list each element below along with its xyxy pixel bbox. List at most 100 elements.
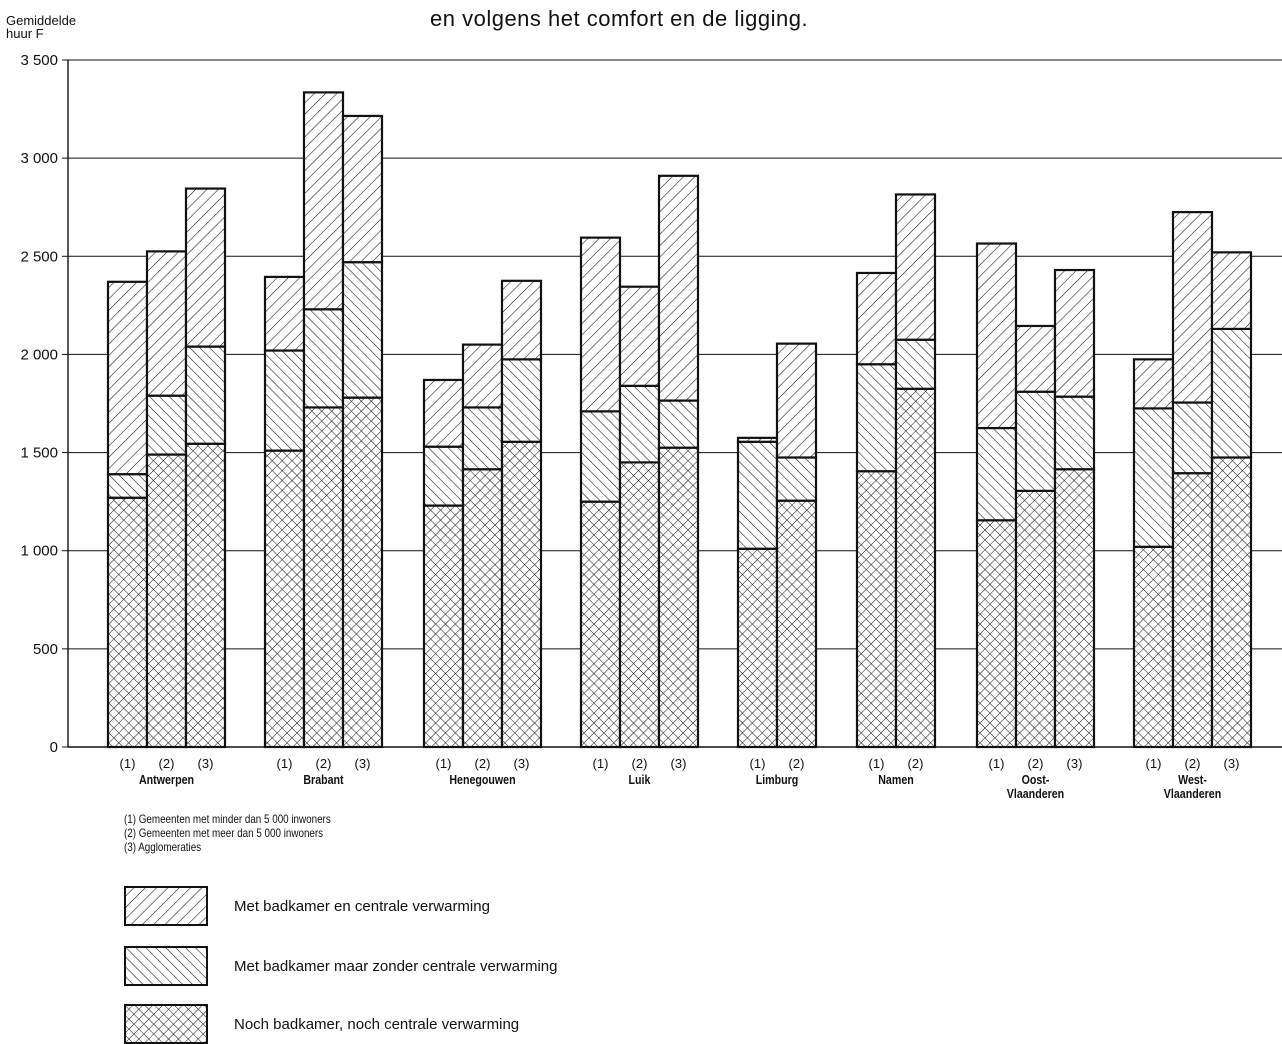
bar-label: (2) [908,756,924,771]
bar-segment-met-cv [657,174,700,402]
bar-segment-zonder-cv [184,345,227,445]
bar-segment-met-cv [736,436,779,443]
bar-segment-met-cv [579,236,622,413]
legend-label-noch: Noch badkamer, noch centrale verwarming [234,1016,520,1033]
bar-segment-met-cv [775,342,818,459]
bar-label: (2) [475,756,491,771]
footnote-1: (1) Gemeenten met minder dan 5 000 inwon… [124,812,331,826]
bar-label: (2) [316,756,332,771]
bar-label: (1) [869,756,885,771]
bar-segment-zonder-cv [775,456,818,502]
bar-label: (1) [989,756,1005,771]
bar-segment-zonder-cv [422,445,465,507]
y-tick-label: 1 500 [20,445,58,462]
bar-segment-zonder-cv [618,384,661,464]
bar-label: (1) [593,756,609,771]
bar-segment-noch [1171,472,1214,749]
bar-segment-zonder-cv [145,394,188,456]
legend-swatch-backward-hatch [124,946,208,986]
bar-segment-zonder-cv [579,410,622,503]
bar-segment-noch [975,519,1018,749]
y-tick-label: 0 [50,739,58,756]
bar-label: (2) [159,756,175,771]
y-axis-title-line-1: Gemiddelde [6,13,77,28]
bar-segment-zonder-cv [1132,407,1175,548]
bar-segment-met-cv [1014,324,1057,393]
bar-label: (1) [277,756,293,771]
bar-segment-noch [1053,468,1096,749]
bar-label: (2) [632,756,648,771]
bar-segment-met-cv [461,343,504,409]
bar-segment-noch [461,468,504,749]
footnotes: (1) Gemeenten met minder dan 5 000 inwon… [124,812,331,854]
footnote-3: (3) Agglomeraties [124,840,202,854]
bar-label: (1) [750,756,766,771]
bar-label: (1) [1146,756,1162,771]
group-label: Luik [629,772,651,787]
bar-segment-zonder-cv [341,261,384,399]
bar-segment-met-cv [1210,251,1253,331]
bar-segment-noch [1210,456,1253,749]
bar-label: (2) [1028,756,1044,771]
bar-label: (1) [436,756,452,771]
bar-label: (3) [671,756,687,771]
bar-segment-zonder-cv [106,473,149,499]
bar-segment-zonder-cv [302,308,345,409]
y-tick-label: 500 [33,641,58,658]
bar-label: (2) [789,756,805,771]
group-label: Brabant [303,772,343,787]
bar-segment-met-cv [894,193,937,341]
legend-swatch-crosshatch [124,1004,208,1044]
bar-segment-noch [657,446,700,749]
bar-segment-zonder-cv [263,349,306,452]
bar-segment-zonder-cv [461,406,504,471]
bar-segment-met-cv [618,285,661,387]
group-label: West- [1178,772,1207,787]
bar-segment-noch [775,499,818,749]
bar-segment-met-cv [184,187,227,348]
group-label: Henegouwen [449,772,515,787]
bar-label: (3) [1067,756,1083,771]
y-tick-label: 2 500 [20,248,58,265]
bar-segment-noch [302,406,345,749]
bar-segment-zonder-cv [975,426,1018,522]
bar-segment-met-cv [422,378,465,448]
group-label: Vlaanderen [1007,786,1064,801]
group-label: Namen [878,772,914,787]
y-tick-label: 1 000 [20,543,58,560]
bar-segment-noch [500,440,543,749]
legend-label-zonder-cv: Met badkamer maar zonder centrale verwar… [234,958,558,975]
bar-segment-noch [1132,545,1175,749]
bar-segment-noch [341,396,384,749]
bar-segment-noch [106,496,149,749]
bar-label: (2) [1185,756,1201,771]
bar-segment-zonder-cv [1171,401,1214,475]
bar-segment-met-cv [1132,358,1175,410]
y-tick-label: 3 500 [20,52,58,69]
bar-segment-met-cv [500,279,543,361]
bar-segment-zonder-cv [657,399,700,449]
legend-label-met-cv: Met badkamer en centrale verwarming [234,898,490,915]
bar-segment-zonder-cv [1210,327,1253,459]
legend-swatch-forward-hatch [124,886,208,926]
bar-segment-met-cv [263,275,306,352]
bar-segment-met-cv [975,242,1018,430]
bar-segment-noch [894,387,937,749]
bar-label: (3) [198,756,214,771]
bar-segment-met-cv [106,280,149,476]
y-tick-label: 3 000 [20,150,58,167]
chart-title: en volgens het comfort en de ligging. [430,6,809,31]
group-label: Oost- [1022,772,1050,787]
bar-segment-noch [184,442,227,749]
bar-segment-zonder-cv [1014,390,1057,492]
bar-segment-zonder-cv [1053,395,1096,471]
bar-segment-noch [579,500,622,749]
bar-label: (3) [355,756,371,771]
group-label: Limburg [756,772,799,787]
bar-segment-met-cv [341,114,384,264]
group-label: Antwerpen [139,772,194,787]
bar-segment-noch [618,461,661,749]
bar-label: (1) [120,756,136,771]
bar-label: (3) [514,756,530,771]
